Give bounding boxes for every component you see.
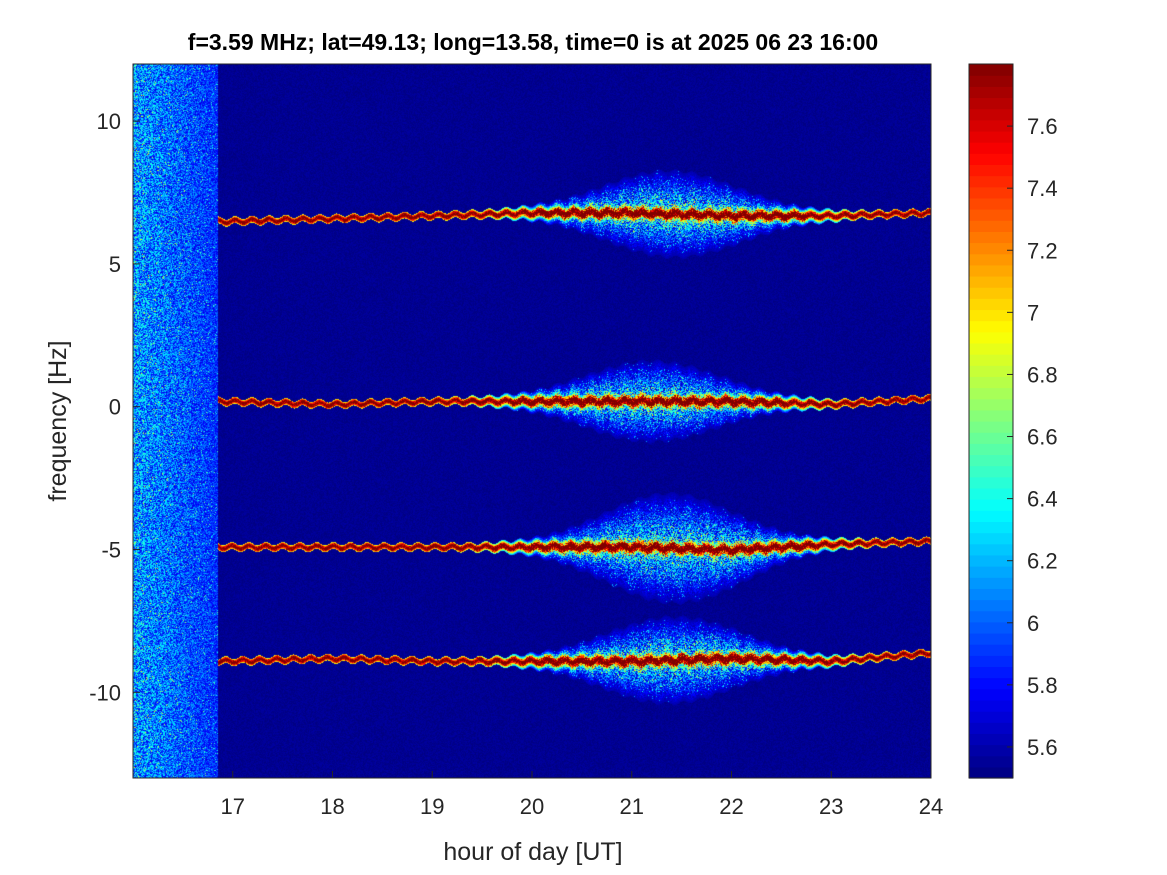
colorbar-tick-label: 6.8: [1027, 362, 1058, 387]
colorbar-swatch: [969, 499, 1013, 511]
colorbar-tick-label: 6.4: [1027, 487, 1058, 512]
colorbar-frame: [968, 63, 1014, 779]
y-axis-label: frequency [Hz]: [44, 340, 72, 501]
colorbar: 5.6 5.8 6 6.2 6.4 6.6 6.8 7 7.2 7.4 7.6: [968, 63, 1058, 779]
colorbar-swatch: [969, 253, 1013, 266]
colorbar-swatch: [969, 632, 1013, 645]
colorbar-swatch: [969, 320, 1013, 333]
colorbar-tick-label: 6.6: [1027, 425, 1058, 450]
colorbar-swatch: [969, 119, 1013, 132]
colorbar-swatch: [969, 454, 1013, 467]
colorbar-swatch: [969, 130, 1013, 143]
colorbar-swatch: [969, 644, 1013, 656]
colorbar-swatch: [969, 164, 1013, 177]
colorbar-swatch: [969, 755, 1013, 768]
y-axis: -10 -5 0 5 10: [89, 109, 140, 705]
x-tick-label: 22: [719, 794, 743, 819]
colorbar-swatch: [969, 354, 1013, 366]
colorbar-swatch: [969, 711, 1013, 723]
colorbar-tick-label: 6.2: [1027, 549, 1058, 574]
colorbar-swatch: [969, 510, 1013, 523]
colorbar-swatch: [969, 566, 1013, 578]
colorbar-swatch: [969, 655, 1013, 668]
x-tick-label: 19: [420, 794, 444, 819]
x-tick-label: 23: [819, 794, 843, 819]
colorbar-swatch: [969, 220, 1013, 232]
x-tick-label: 24: [919, 794, 943, 819]
colorbar-swatch: [969, 287, 1013, 299]
colorbar-swatch: [969, 621, 1013, 634]
colorbar-swatch: [969, 75, 1013, 87]
colorbar-swatch: [969, 699, 1013, 712]
x-tick-label: 17: [221, 794, 245, 819]
colorbar-swatch: [969, 264, 1013, 277]
colorbar-swatch: [969, 175, 1013, 188]
colorbar-swatch: [969, 64, 1013, 76]
colorbar-swatch: [969, 432, 1013, 444]
y-tick-label: 5: [109, 252, 121, 277]
colorbar-swatch: [969, 744, 1013, 757]
y-tick-label: 0: [109, 395, 121, 420]
colorbar-swatch: [969, 722, 1013, 734]
colorbar-swatch: [969, 421, 1013, 433]
y-tick-label: -10: [89, 680, 121, 705]
colorbar-swatch: [969, 197, 1013, 210]
colorbar-swatch: [969, 443, 1013, 456]
colorbar-swatch: [969, 153, 1013, 166]
colorbar-swatch: [969, 554, 1013, 567]
colorbar-swatch: [969, 465, 1013, 478]
colorbar-swatch: [969, 298, 1013, 311]
colorbar-swatch: [969, 588, 1013, 601]
y-tick-label: 10: [97, 109, 121, 134]
colorbar-tick-label: 5.8: [1027, 673, 1058, 698]
colorbar-swatch: [969, 186, 1013, 199]
colorbar-swatch: [969, 599, 1013, 612]
colorbar-swatch: [969, 376, 1013, 389]
colorbar-swatch: [969, 532, 1013, 545]
colorbar-swatch: [969, 577, 1013, 589]
colorbar-swatch: [969, 677, 1013, 690]
colorbar-swatch: [969, 387, 1013, 400]
colorbar-swatch: [969, 766, 1013, 779]
colorbar-swatch: [969, 487, 1013, 500]
colorbar-swatch: [969, 342, 1013, 355]
colorbar-tick-label: 5.6: [1027, 735, 1058, 760]
chart-title: f=3.59 MHz; lat=49.13; long=13.58, time=…: [188, 29, 878, 55]
colorbar-swatch: [969, 86, 1013, 99]
plot-area: [132, 63, 932, 779]
x-axis-label: hour of day [UT]: [443, 838, 622, 866]
colorbar-tick-label: 7.2: [1027, 238, 1058, 263]
colorbar-swatch: [969, 242, 1013, 255]
colorbar-swatch: [969, 142, 1013, 154]
colorbar-tick-label: 7: [1027, 300, 1039, 325]
colorbar-swatch: [969, 476, 1013, 489]
colorbar-tick-label: 6: [1027, 611, 1039, 636]
x-tick-label: 18: [320, 794, 344, 819]
colorbar-swatch: [969, 365, 1013, 377]
colorbar-tick-label: 7.6: [1027, 114, 1058, 139]
colorbar-swatch: [969, 209, 1013, 221]
colorbar-swatch: [969, 543, 1013, 556]
colorbar-swatch: [969, 108, 1013, 121]
colorbar-swatch: [969, 309, 1013, 322]
colorbar-swatch: [969, 733, 1013, 746]
y-tick-label: -5: [101, 538, 121, 563]
x-tick-label: 20: [520, 794, 544, 819]
colorbar-tick-label: 7.4: [1027, 176, 1058, 201]
x-tick-label: 21: [620, 794, 644, 819]
spectrogram-image: [133, 64, 931, 778]
colorbar-swatch: [969, 231, 1013, 244]
colorbar-swatch: [969, 610, 1013, 623]
colorbar-swatch: [969, 275, 1013, 288]
colorbar-swatch: [969, 97, 1013, 110]
colorbar-swatch: [969, 331, 1013, 344]
colorbar-swatch: [969, 666, 1013, 679]
x-axis: 17 18 19 20 21 22 23 24: [221, 771, 943, 819]
colorbar-swatch: [969, 398, 1013, 411]
colorbar-swatch: [969, 521, 1013, 534]
colorbar-swatch: [969, 688, 1013, 701]
colorbar-swatch: [969, 409, 1013, 422]
